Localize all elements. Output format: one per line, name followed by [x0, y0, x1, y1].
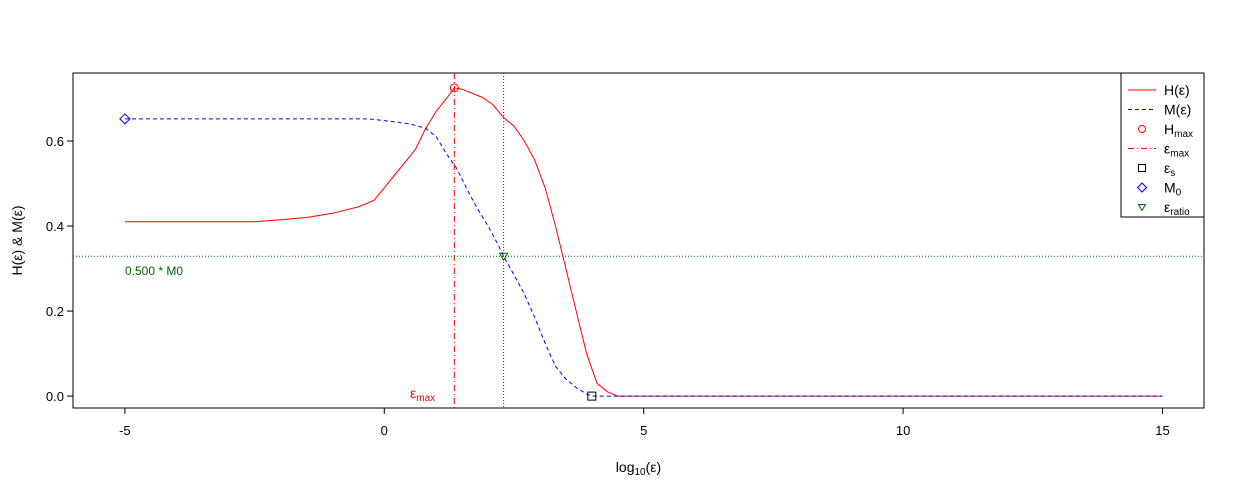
legend-item-epss: εs — [1138, 160, 1175, 179]
x-tick-label: 0 — [381, 423, 388, 438]
eps-max-label: εmax — [410, 385, 435, 404]
x-tick-label: -5 — [119, 423, 131, 438]
legend-label: εratio — [1164, 199, 1190, 218]
y-tick-label: 0.0 — [46, 389, 64, 404]
legend-label: H(ε) — [1164, 82, 1190, 98]
y-tick-label: 0.6 — [46, 134, 64, 149]
h-max-marker — [449, 83, 459, 93]
eps-s-marker — [587, 391, 597, 401]
x-tick-label: 5 — [640, 423, 647, 438]
marker-layer — [119, 83, 597, 401]
plot-frame — [72, 72, 1205, 409]
legend-label: M(ε) — [1164, 102, 1191, 118]
legend-swatch — [1137, 204, 1147, 212]
legend-item-epsmax: εmax — [1128, 141, 1189, 160]
legend-item-hmax: Hmax — [1138, 121, 1193, 140]
legend-label: Hmax — [1164, 121, 1193, 140]
y-tick-label: 0.2 — [46, 304, 64, 319]
legend-label: εs — [1164, 160, 1175, 179]
legend-item-m0: M0 — [1136, 180, 1182, 199]
x-tick-label: 10 — [896, 423, 910, 438]
series-line-m — [124, 118, 1163, 397]
legend-item-m: M(ε) — [1128, 102, 1191, 118]
legend-swatch — [1136, 182, 1148, 193]
series-line-h — [124, 87, 1163, 397]
x-axis: -5 0 5 10 15 — [119, 407, 1170, 438]
x-tick-label: 15 — [1155, 423, 1169, 438]
legend-label: εmax — [1164, 141, 1189, 160]
half-m0-label: 0.500 * M0 — [125, 264, 183, 278]
y-tick-label: 0.4 — [46, 219, 64, 234]
legend-swatch — [1138, 125, 1146, 133]
legend-item-h: H(ε) — [1128, 82, 1190, 98]
y-axis: 0.0 0.2 0.4 0.6 — [46, 134, 73, 404]
m0-marker — [119, 113, 131, 125]
series-layer — [124, 87, 1163, 397]
y-axis-title: H(ε) & M(ε) — [9, 205, 25, 275]
eps-ratio-marker — [498, 252, 509, 262]
legend-swatch — [1138, 164, 1146, 172]
legend-box — [1120, 72, 1205, 218]
legend-label: M0 — [1164, 180, 1182, 199]
x-axis-title: log10(ε) — [616, 459, 661, 478]
legend-item-epsratio: εratio — [1137, 199, 1190, 218]
reference-lines — [73, 73, 1204, 408]
